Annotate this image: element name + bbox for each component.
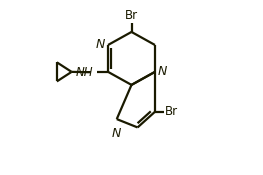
Text: N: N <box>158 65 168 78</box>
Text: N: N <box>111 127 120 140</box>
Text: N: N <box>95 38 105 51</box>
Text: Br: Br <box>164 105 178 118</box>
Text: NH: NH <box>76 66 93 79</box>
Text: Br: Br <box>125 9 138 22</box>
